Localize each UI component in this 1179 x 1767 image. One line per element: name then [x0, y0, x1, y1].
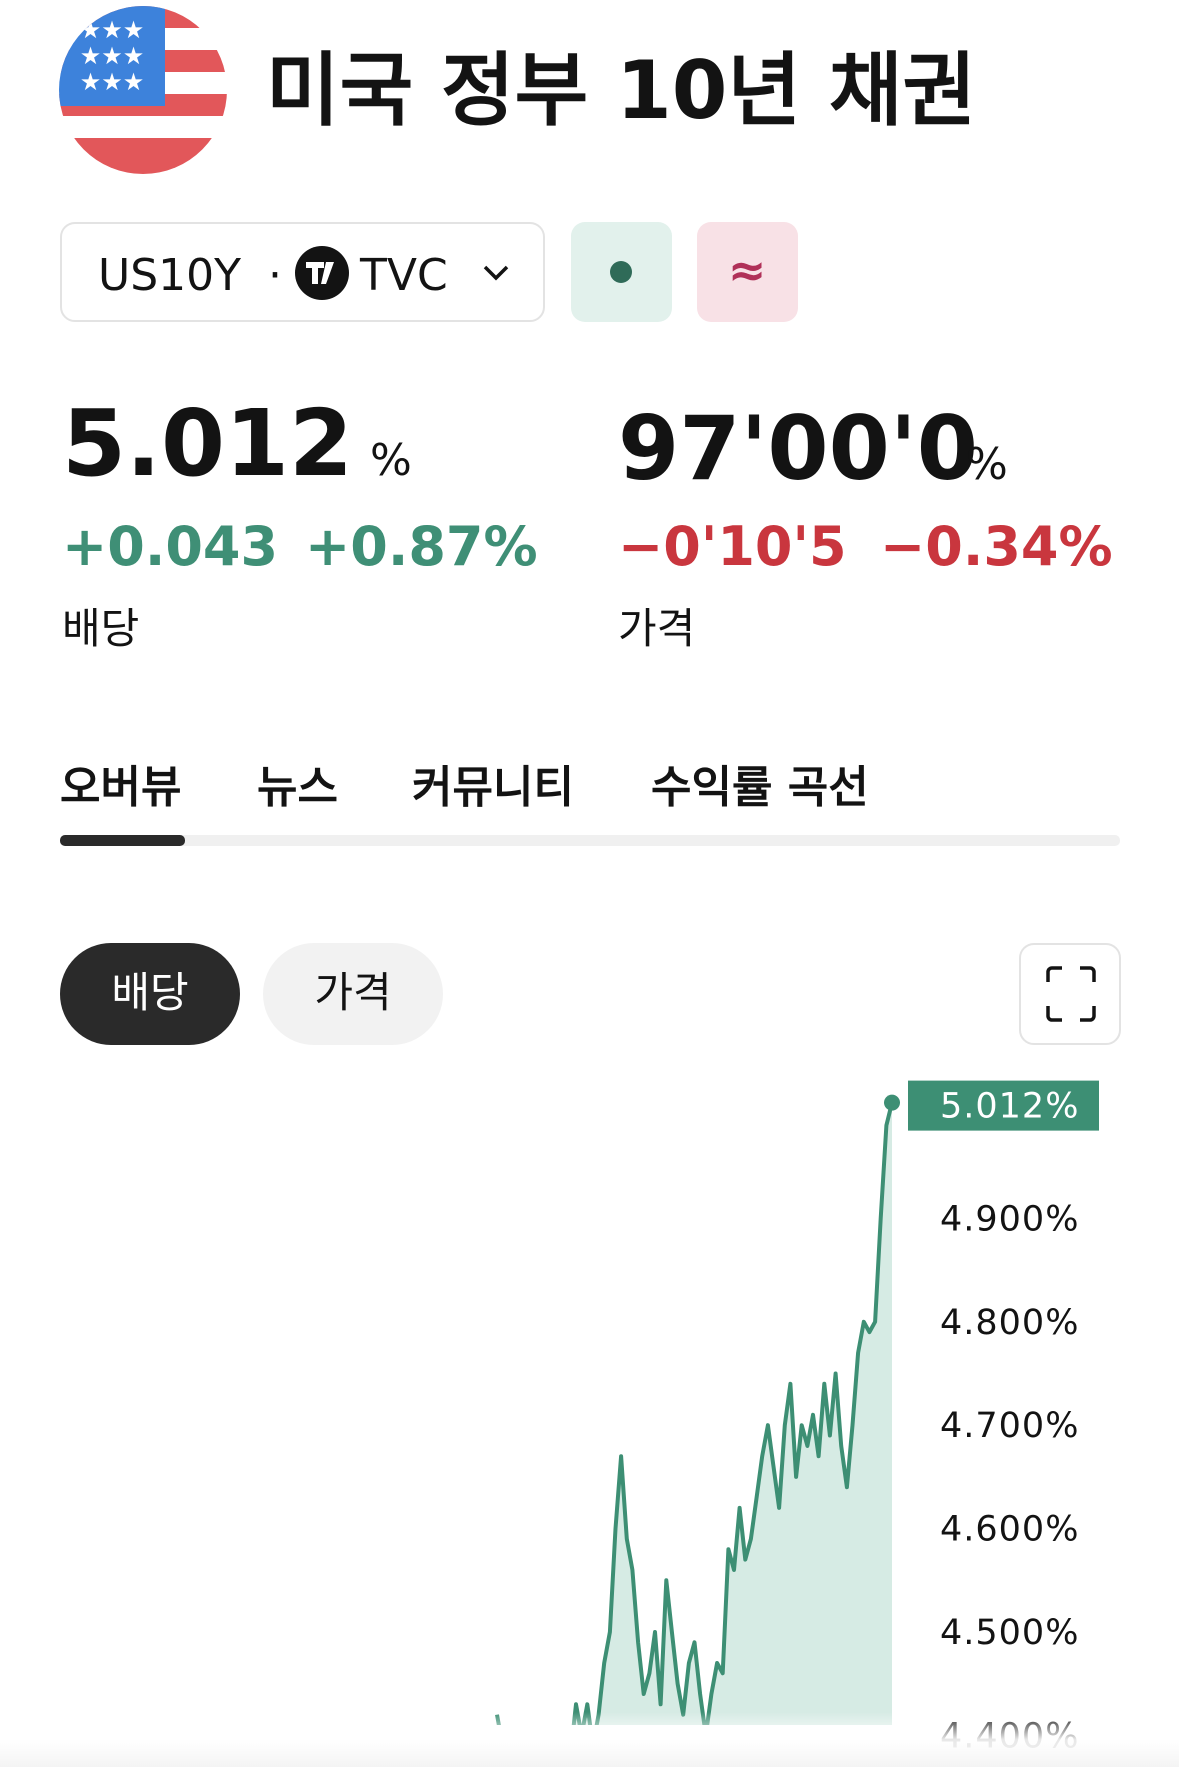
status-icon: ≈: [728, 243, 767, 297]
yield-value: 5.012: [62, 390, 353, 497]
separator: ·: [268, 250, 282, 301]
price-unit: %: [966, 439, 1008, 490]
toggle-button-active[interactable]: [60, 943, 240, 1045]
price-value: 97'00'0: [618, 397, 978, 500]
fullscreen-icon: [1046, 966, 1096, 1022]
y-tick-label: 4.700%: [940, 1406, 1079, 1446]
exchange-logo-mark: [306, 262, 334, 284]
symbol-selector[interactable]: US10Y · TVC: [60, 222, 545, 322]
price-change: −0'10'5: [618, 515, 847, 578]
yield-change: +0.043: [62, 515, 278, 578]
flag-icon: ★★★ ★★★ ★★★: [59, 6, 227, 174]
svg-text:★★★: ★★★: [80, 68, 145, 96]
svg-text:★★★: ★★★: [80, 16, 145, 44]
toggle-label: 배당: [111, 968, 188, 1017]
toggle-button[interactable]: [263, 943, 443, 1045]
yield-change-percent: +0.87%: [305, 515, 538, 578]
chart: 4.900%4.800%4.700%4.600%4.500%4.400%5.01…: [495, 1080, 1099, 1756]
y-tick-label: 4.500%: [940, 1613, 1079, 1653]
area: [497, 1102, 892, 1725]
line: [495, 1102, 894, 1725]
y-tick-label: 4.800%: [940, 1303, 1079, 1343]
price-change-percent: −0.34%: [880, 515, 1113, 578]
status-dot: [610, 261, 632, 283]
delay-status-button[interactable]: [697, 222, 798, 322]
page-title: 미국 정부 10년 채권: [266, 44, 976, 137]
yield-unit: %: [370, 435, 412, 486]
toggle-label: 가격: [314, 968, 391, 1017]
exchange: TVC: [359, 250, 448, 301]
bottom-fade: [0, 1712, 1179, 1767]
current-value-tag: [908, 1080, 1099, 1131]
last-point: [884, 1094, 900, 1111]
price-label: 가격: [618, 604, 695, 653]
tab-indicator: [60, 835, 185, 846]
plot: [495, 1102, 894, 1725]
exchange-logo: [295, 246, 349, 300]
y-tick-label: 4.900%: [940, 1199, 1079, 1239]
y-tick-label: 4.600%: [940, 1510, 1079, 1550]
tab[interactable]: 오버뷰: [60, 762, 181, 813]
tab-track: [60, 835, 1120, 846]
fullscreen-button[interactable]: [1019, 943, 1121, 1045]
tab[interactable]: 커뮤니티: [412, 762, 574, 813]
yield-label: 배당: [62, 604, 139, 653]
svg-text:★★★: ★★★: [80, 42, 145, 70]
tab[interactable]: 수익률 곡선: [651, 762, 869, 813]
chevron: [483, 265, 509, 281]
current-value-label: 5.012%: [940, 1087, 1079, 1127]
symbol: US10Y: [98, 250, 241, 301]
tab[interactable]: 뉴스: [257, 762, 338, 813]
